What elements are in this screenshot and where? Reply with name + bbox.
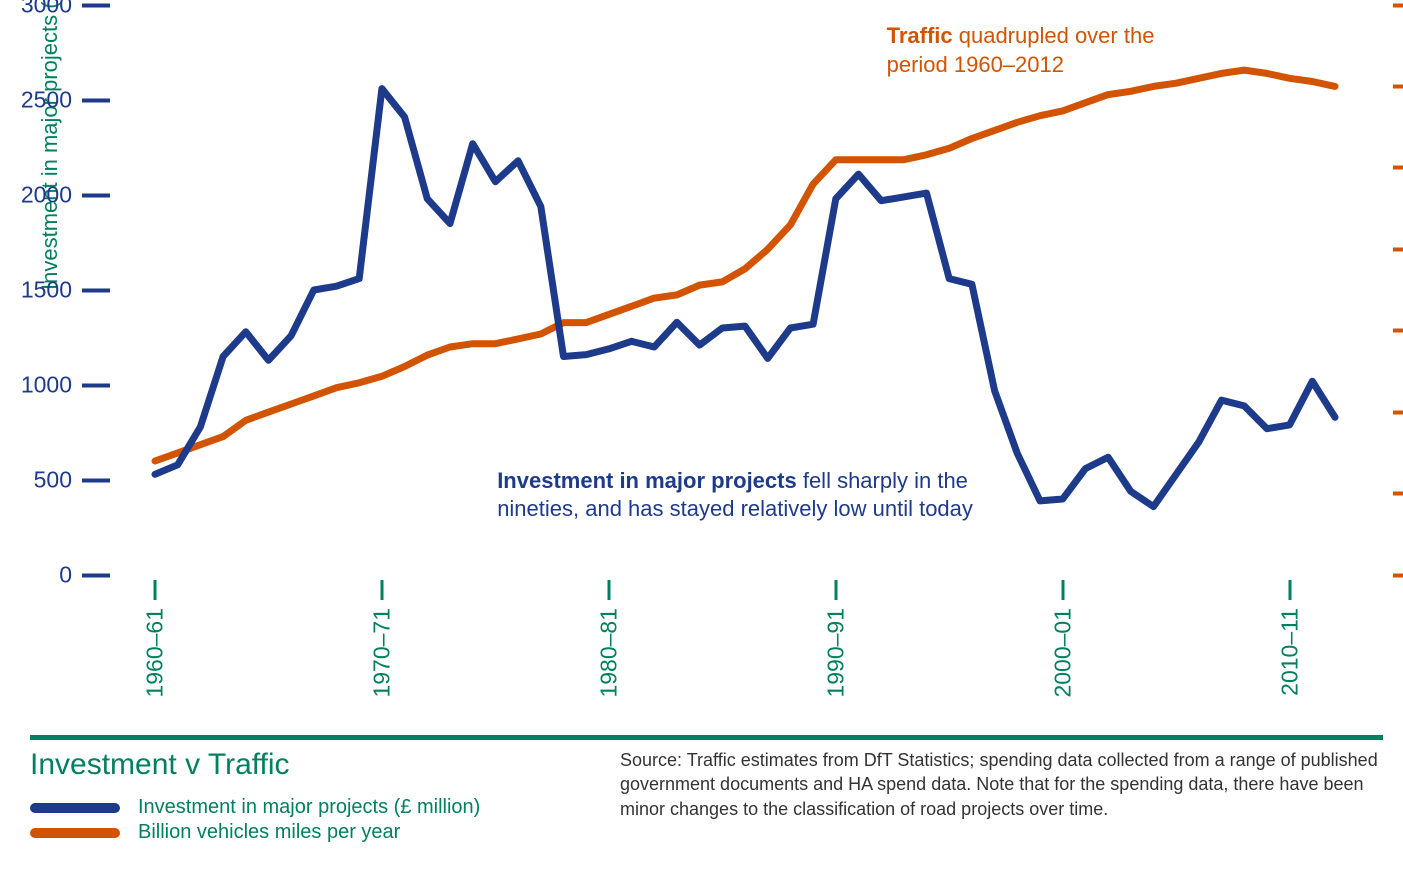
x-tick-label: 1960–61 — [142, 608, 169, 698]
y-right-tick-mark — [1393, 492, 1403, 496]
y-left-tick: 2500 — [21, 87, 110, 114]
legend-label: Investment in major projects (£ million) — [138, 796, 480, 819]
legend-item: Billion vehicles miles per year — [30, 821, 1383, 844]
y-right-tick-mark — [1393, 166, 1403, 170]
y-right-tick: 150 — [1393, 317, 1403, 344]
y-left-tick: 0 — [59, 562, 110, 589]
y-right-tick: 350 — [1393, 0, 1403, 19]
y-left-tick-mark — [82, 383, 110, 387]
y-left-tick-label: 1000 — [21, 372, 82, 399]
y-right-tick-mark — [1393, 84, 1403, 88]
investment-line — [155, 89, 1335, 507]
y-left-tick-mark — [82, 98, 110, 102]
y-left-tick-label: 1500 — [21, 277, 82, 304]
x-tick: 1980–81 — [595, 580, 622, 698]
y-left-tick-mark — [82, 288, 110, 292]
x-tick-label: 1970–71 — [368, 608, 395, 698]
y-left-tick-label: 500 — [34, 467, 82, 494]
y-left-tick-mark — [82, 193, 110, 197]
x-tick-label: 1980–81 — [595, 608, 622, 698]
y-left-tick-label: 2000 — [21, 182, 82, 209]
x-tick: 1960–61 — [142, 580, 169, 698]
investment-annotation: Investment in major projects fell sharpl… — [497, 467, 1037, 524]
x-tick-mark — [380, 580, 383, 600]
y-left-tick-label: 3000 — [21, 0, 82, 19]
x-tick-mark — [607, 580, 610, 600]
y-right-tick-mark — [1393, 247, 1403, 251]
legend-swatch — [30, 803, 120, 813]
y-left-tick: 3000 — [21, 0, 110, 19]
y-right-tick-mark — [1393, 573, 1403, 577]
x-ticks: 1960–611970–711980–811990–912000–012010–… — [155, 580, 1335, 700]
y-left-tick-mark — [82, 478, 110, 482]
source-text: Source: Traffic estimates from DfT Stati… — [620, 748, 1403, 821]
x-tick-label: 2000–01 — [1049, 608, 1076, 698]
traffic-line — [155, 70, 1335, 461]
y-left-tick-mark — [82, 573, 110, 577]
y-left-tick-label: 0 — [59, 562, 82, 589]
y-left-tick: 1500 — [21, 277, 110, 304]
y-left-tick-label: 2500 — [21, 87, 82, 114]
x-tick-label: 2010–11 — [1276, 608, 1303, 696]
legend-swatch — [30, 828, 120, 838]
y-right-tick-mark — [1393, 3, 1403, 7]
y-right-tick: 250 — [1393, 154, 1403, 181]
x-tick: 2000–01 — [1049, 580, 1076, 698]
traffic-annotation: Traffic quadrupled over the period 1960–… — [887, 22, 1207, 79]
legend-block: Investment v Traffic Investment in major… — [30, 748, 1383, 846]
y-right-tick-mark — [1393, 410, 1403, 414]
y-left-tick-mark — [82, 3, 110, 7]
y-left-tick: 1000 — [21, 372, 110, 399]
section-divider — [30, 735, 1383, 740]
y-left-tick: 2000 — [21, 182, 110, 209]
y-right-tick: 0 — [1393, 562, 1403, 589]
x-tick-label: 1990–91 — [822, 608, 849, 698]
y-left-axis-title: Investment in major projects (£ million) — [37, 0, 63, 290]
x-tick-mark — [834, 580, 837, 600]
chart-container: Investment in major projects (£ million)… — [50, 0, 1363, 650]
legend-label: Billion vehicles miles per year — [138, 821, 400, 844]
y-right-tick-mark — [1393, 329, 1403, 333]
x-tick: 1990–91 — [822, 580, 849, 698]
y-right-tick: 100 — [1393, 399, 1403, 426]
y-right-tick: 300 — [1393, 73, 1403, 100]
x-tick-mark — [1288, 580, 1291, 600]
x-tick-mark — [1061, 580, 1064, 600]
plot-area: Traffic quadrupled over the period 1960–… — [155, 5, 1335, 575]
y-right-tick: 50 — [1393, 480, 1403, 507]
x-tick: 1970–71 — [368, 580, 395, 698]
x-tick-mark — [154, 580, 157, 600]
x-tick: 2010–11 — [1276, 580, 1303, 696]
y-right-tick: 200 — [1393, 236, 1403, 263]
y-left-tick: 500 — [34, 467, 110, 494]
